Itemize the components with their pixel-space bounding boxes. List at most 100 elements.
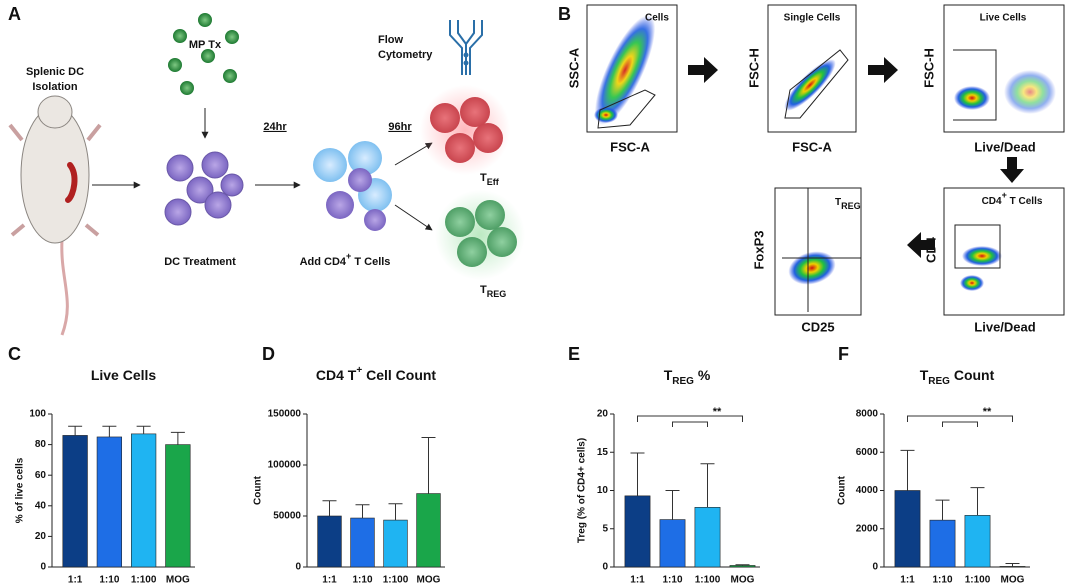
axis-label: Live/Dead xyxy=(974,139,1035,154)
panel-label: F xyxy=(838,344,849,364)
text: T xyxy=(480,172,487,184)
panel-label: A xyxy=(8,4,21,24)
arrow xyxy=(868,57,898,83)
bar xyxy=(62,435,88,568)
y-tick-label: 150000 xyxy=(268,409,302,420)
arrow xyxy=(688,57,718,83)
bar xyxy=(96,436,123,568)
text: T Cells xyxy=(1007,196,1043,207)
time-label: 96hr xyxy=(388,121,412,133)
y-tick-label: 40 xyxy=(35,500,47,511)
teff-cells xyxy=(420,85,510,175)
y-tick-label: 100000 xyxy=(268,460,302,471)
axis-label: Live/Dead xyxy=(974,319,1035,334)
error-bar xyxy=(700,463,715,508)
bar xyxy=(729,565,756,568)
y-tick-label: 20 xyxy=(597,409,609,420)
y-tick-label: 8000 xyxy=(856,409,879,420)
y-tick-label: 2000 xyxy=(856,523,879,534)
error-bar xyxy=(970,487,985,516)
step-label: Flow xyxy=(378,34,403,46)
x-tick-label: 1:10 xyxy=(662,575,682,586)
y-tick-label: 10 xyxy=(597,485,609,496)
x-tick-label: 1:10 xyxy=(352,575,372,586)
x-tick-label: 1:100 xyxy=(131,575,157,586)
x-tick-label: MOG xyxy=(731,575,755,586)
dc-cells xyxy=(164,151,244,226)
significance-label: ** xyxy=(713,406,722,418)
flow-plot: Single Cells xyxy=(767,4,857,133)
arrow xyxy=(1000,157,1024,183)
significance-label: ** xyxy=(983,406,992,418)
error-bar xyxy=(68,425,83,436)
error-bar xyxy=(170,431,185,445)
error-bar xyxy=(935,499,950,521)
cell-label: TREG xyxy=(480,284,506,299)
flow-plot: Cells xyxy=(586,4,678,133)
error-bar xyxy=(355,504,370,519)
axis-label: FSC-H xyxy=(746,48,761,88)
text: REG xyxy=(672,376,694,387)
panel-label: C xyxy=(8,344,21,364)
y-tick-label: 4000 xyxy=(856,485,879,496)
bar xyxy=(130,433,157,568)
flow-plot: TREG xyxy=(774,187,862,316)
gate-label: CD4+ T Cells xyxy=(982,190,1043,206)
gate-label: Live Cells xyxy=(980,13,1027,24)
panel-label: B xyxy=(558,4,571,24)
error-bar xyxy=(630,452,645,496)
text: Cell Count xyxy=(362,367,436,383)
bar xyxy=(964,515,991,568)
axis-label: SSC-A xyxy=(566,47,581,88)
x-tick-label: 1:100 xyxy=(383,575,409,586)
y-tick-label: 100 xyxy=(29,409,46,420)
axis-label: FSC-H xyxy=(921,48,936,88)
gate-label: TREG xyxy=(835,197,861,212)
y-axis-label: % of live cells xyxy=(15,457,26,523)
text: % xyxy=(694,367,711,383)
gate-label: Single Cells xyxy=(784,13,841,24)
bar xyxy=(999,566,1026,568)
error-bar xyxy=(136,425,151,434)
error-bar xyxy=(735,564,750,566)
bar xyxy=(659,519,686,568)
x-tick-label: 1:1 xyxy=(68,575,83,586)
step-label: Add CD4+ T Cells xyxy=(300,251,391,268)
bar xyxy=(929,519,956,568)
mouse-icon xyxy=(8,95,102,336)
step-label: DC Treatment xyxy=(164,256,236,268)
y-tick-label: 20 xyxy=(35,531,47,542)
x-tick-label: MOG xyxy=(166,575,190,586)
x-tick-label: 1:1 xyxy=(630,575,645,586)
text: CD4 xyxy=(982,196,1002,207)
text: Live Cells xyxy=(91,367,157,383)
y-tick-label: 80 xyxy=(35,439,47,450)
text: T xyxy=(835,197,841,208)
significance-bracket xyxy=(637,415,743,427)
step-label: MP Tx xyxy=(189,39,222,51)
error-bar xyxy=(388,503,403,521)
y-axis-label: Count xyxy=(837,475,848,505)
y-axis-label: Treg (% of CD4+ cells) xyxy=(577,438,588,543)
chart-title: CD4 T+ Cell Count xyxy=(316,365,437,383)
chart-title: Live Cells xyxy=(91,367,157,383)
text: REG xyxy=(841,201,861,211)
chart-title: TREG % xyxy=(664,367,711,387)
bar xyxy=(165,444,191,568)
error-bar xyxy=(102,425,117,437)
text: CD4 T xyxy=(316,367,357,383)
x-tick-label: 1:100 xyxy=(965,575,991,586)
x-tick-label: 1:1 xyxy=(900,575,915,586)
flow-icon xyxy=(449,20,483,75)
t-cells xyxy=(313,141,392,231)
bar xyxy=(383,519,408,568)
text: T xyxy=(920,367,929,383)
text: Add CD4 xyxy=(300,256,347,268)
bar xyxy=(317,515,342,568)
bar xyxy=(624,495,651,568)
text: T xyxy=(480,284,487,296)
text: + xyxy=(346,251,351,261)
text: T xyxy=(664,367,673,383)
text: Eff xyxy=(487,177,500,187)
x-tick-label: 1:1 xyxy=(322,575,337,586)
